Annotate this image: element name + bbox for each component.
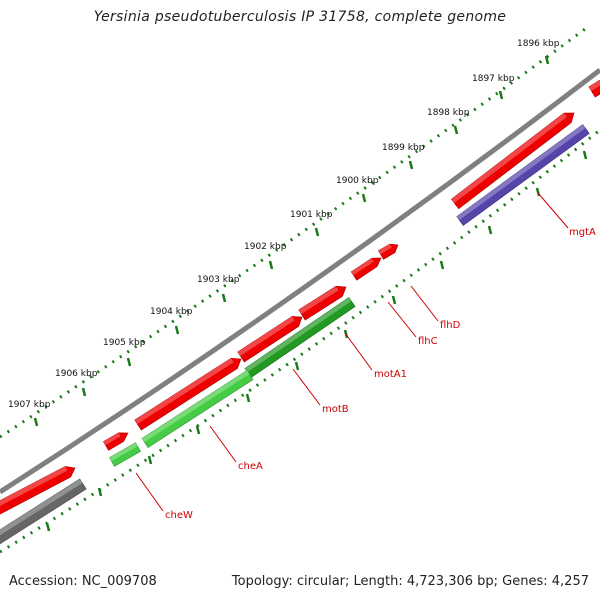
major-tick-outer-7 <box>361 193 367 203</box>
leader-mgtA <box>537 192 569 229</box>
major-tick-inner-5 <box>294 361 300 371</box>
gene-label-motA1[interactable]: motA1 <box>374 369 407 380</box>
label-leaders <box>135 192 569 512</box>
topology-summary: Topology: circular; Length: 4,723,306 bp… <box>231 574 589 589</box>
gene-reverse-green-cheA[interactable] <box>141 369 254 449</box>
tick-label-1902: 1902 kbp <box>244 242 287 252</box>
gene-label-flhD[interactable]: flhD <box>440 320 461 331</box>
major-tick-outer-1 <box>81 387 87 397</box>
genes <box>0 79 600 545</box>
major-tick-outer-0 <box>33 417 39 427</box>
gene-flhC[interactable] <box>350 257 382 281</box>
major-tick-outer-4 <box>221 293 227 303</box>
gene-motA1[interactable] <box>298 285 347 321</box>
tick-label-1906: 1906 kbp <box>55 369 98 379</box>
tick-label-1899: 1899 kbp <box>382 143 425 153</box>
major-tick-inner-2 <box>147 455 153 465</box>
tick-label-1904: 1904 kbp <box>150 307 193 317</box>
gene-reverse-purple[interactable] <box>456 124 590 226</box>
major-tick-inner-1 <box>97 487 103 497</box>
tick-label-1900: 1900 kbp <box>336 176 379 186</box>
tick-label-1901: 1901 kbp <box>290 210 333 220</box>
gene-reverse-gray-left[interactable] <box>0 478 87 545</box>
gene-reverse-green-cheW[interactable] <box>109 442 141 467</box>
major-tick-inner-11 <box>582 150 588 160</box>
accession-text: Accession: NC_009708 <box>9 574 157 589</box>
leader-flhC <box>387 301 417 338</box>
gene-label-cheW[interactable]: cheW <box>165 510 193 521</box>
gene-flhD[interactable] <box>378 243 399 260</box>
gene-mgtA[interactable] <box>450 112 575 210</box>
major-tick-outer-5 <box>268 260 274 270</box>
tick-label-1898: 1898 kbp <box>427 108 470 118</box>
major-tick-inner-4 <box>245 393 251 403</box>
gene-forward-left-edge[interactable] <box>0 466 76 515</box>
gene-label-flhC[interactable]: flhC <box>418 336 438 347</box>
tick-label-1897: 1897 kbp <box>472 74 515 84</box>
tick-label-1907: 1907 kbp <box>8 400 51 410</box>
major-tick-inner-0 <box>45 522 51 532</box>
leader-flhD <box>410 285 439 322</box>
leader-motB <box>292 368 321 406</box>
tick-label-1903: 1903 kbp <box>197 275 240 285</box>
major-tick-outer-2 <box>126 357 132 367</box>
map-title: Yersinia pseudotuberculosis IP 31758, co… <box>93 9 507 25</box>
gene-label-motB[interactable]: motB <box>322 404 349 415</box>
genome-backbone <box>0 68 600 495</box>
leader-cheW <box>135 472 164 512</box>
gene-forward-far-right[interactable] <box>588 79 600 98</box>
tick-label-1905: 1905 kbp <box>103 338 146 348</box>
gene-cheA[interactable] <box>134 357 242 431</box>
gene-cheW[interactable] <box>103 432 129 451</box>
major-tick-inner-3 <box>195 425 201 435</box>
major-tick-inner-9 <box>487 225 493 235</box>
major-ticks <box>33 55 588 532</box>
gene-label-mgtA[interactable]: mgtA <box>569 227 596 238</box>
major-tick-outer-8 <box>408 160 414 170</box>
major-tick-inner-7 <box>391 295 397 305</box>
major-tick-outer-9 <box>453 125 459 135</box>
leader-motA1 <box>344 332 373 371</box>
inner-tick-dots <box>0 128 600 554</box>
major-tick-inner-8 <box>439 260 445 270</box>
leader-cheA <box>209 425 237 463</box>
tick-label-1896: 1896 kbp <box>517 39 560 49</box>
gene-motB[interactable] <box>237 316 303 363</box>
gene-label-cheA[interactable]: cheA <box>238 461 263 472</box>
major-tick-outer-11 <box>544 55 550 65</box>
major-tick-outer-6 <box>314 227 320 237</box>
major-tick-inner-10 <box>535 187 541 197</box>
major-tick-outer-3 <box>174 325 180 335</box>
major-tick-outer-10 <box>498 90 504 100</box>
